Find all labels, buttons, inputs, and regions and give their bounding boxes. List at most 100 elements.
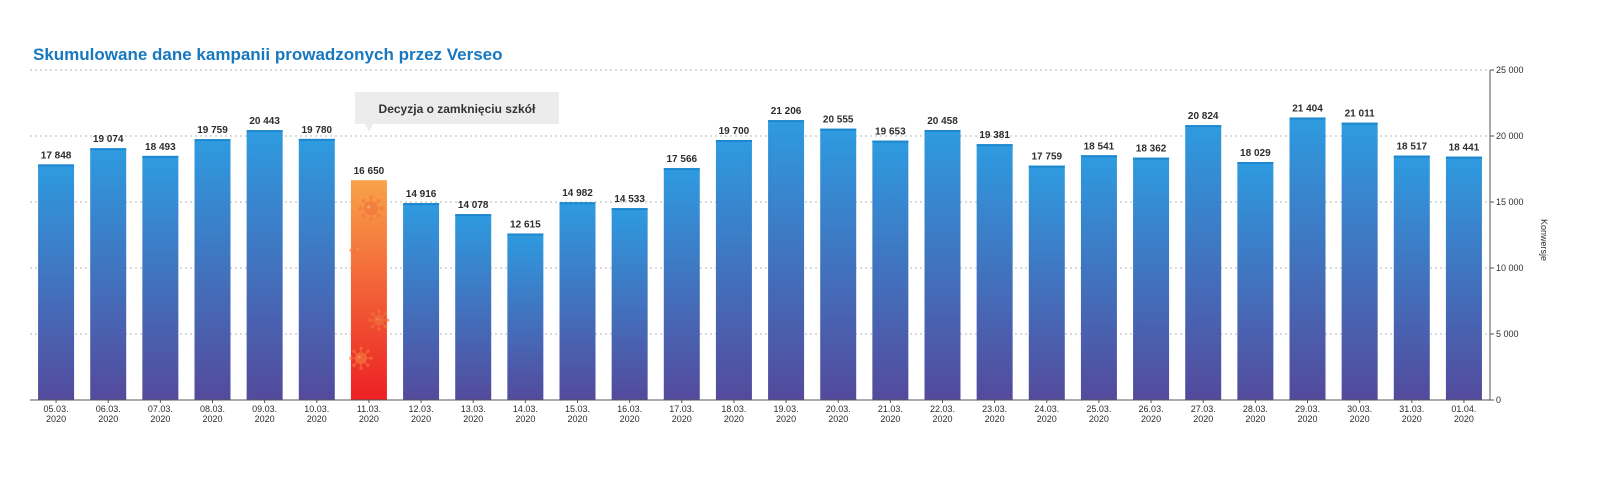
bar: [1237, 162, 1274, 400]
x-tick-label-year: 2020: [98, 414, 118, 424]
y-tick-label: 15 000: [1496, 197, 1524, 207]
x-tick-label-date: 28.03.: [1243, 404, 1268, 414]
x-tick-label-year: 2020: [150, 414, 170, 424]
bar-value-label: 21 404: [1292, 103, 1323, 114]
bar-value-label: 21 206: [771, 106, 802, 117]
bar-value-label: 19 074: [93, 134, 124, 145]
bar-value-label: 18 541: [1084, 141, 1115, 152]
x-tick-label-year: 2020: [515, 414, 535, 424]
x-tick-label-date: 15.03.: [565, 404, 590, 414]
x-tick-label-date: 31.03.: [1399, 404, 1424, 414]
annotation-callout: Decyzja o zamknięciu szkół: [354, 92, 559, 132]
x-tick-label-date: 09.03.: [252, 404, 277, 414]
x-tick-label-date: 24.03.: [1034, 404, 1059, 414]
bar-value-label: 14 533: [614, 194, 645, 205]
x-tick-label-year: 2020: [411, 414, 431, 424]
x-tick-label-year: 2020: [463, 414, 483, 424]
x-tick-label-year: 2020: [724, 414, 744, 424]
x-tick-label-date: 13.03.: [461, 404, 486, 414]
bar-value-label: 20 555: [823, 115, 854, 126]
bar: [1445, 156, 1482, 400]
x-tick-label-date: 16.03.: [617, 404, 642, 414]
bar: [820, 128, 857, 400]
bar: [611, 208, 648, 400]
x-tick-label-year: 2020: [46, 414, 66, 424]
bars: [38, 117, 1482, 401]
x-tick-label-year: 2020: [1037, 414, 1057, 424]
bar: [1393, 155, 1430, 400]
bar: [142, 155, 179, 400]
bar: [298, 138, 335, 401]
x-tick-label-date: 25.03.: [1086, 404, 1111, 414]
x-tick-label-year: 2020: [359, 414, 379, 424]
bar: [872, 140, 909, 401]
x-tick-label-date: 11.03.: [357, 404, 381, 414]
x-tick-label-year: 2020: [1089, 414, 1109, 424]
x-tick-label-date: 29.03.: [1295, 404, 1320, 414]
x-tick-label-date: 19.03.: [774, 404, 799, 414]
bar-value-label: 18 517: [1396, 142, 1427, 153]
x-tick-label-date: 06.03.: [96, 404, 121, 414]
virus-icon: [368, 309, 390, 331]
y-tick-label: 20 000: [1496, 131, 1524, 141]
x-tick-label-year: 2020: [672, 414, 692, 424]
bar: [924, 129, 961, 400]
bar: [715, 139, 752, 400]
x-tick-label-date: 07.03.: [148, 404, 173, 414]
virus-icons: [349, 195, 390, 370]
x-tick-label-year: 2020: [255, 414, 275, 424]
bar-value-label: 14 982: [562, 188, 593, 199]
bar: [38, 164, 75, 400]
x-tick-label-year: 2020: [1402, 414, 1422, 424]
x-tick-label-year: 2020: [932, 414, 952, 424]
bar: [1289, 117, 1326, 401]
annotation-text: Decyzja o zamknięciu szkół: [379, 102, 536, 116]
x-tick-label-year: 2020: [1350, 414, 1370, 424]
annotation-box: [354, 92, 559, 132]
x-tick-label-year: 2020: [1193, 414, 1213, 424]
bar: [976, 144, 1013, 400]
bar-value-label: 19 381: [979, 130, 1010, 141]
value-labels: 17 848 19 074 18 493 19 759 20 443 19 780 16 6…: [41, 103, 1480, 230]
bar: [90, 148, 127, 400]
x-tick-label-date: 23.03.: [982, 404, 1007, 414]
bar-highlighted: [350, 180, 387, 400]
bar-value-label: 16 650: [354, 166, 385, 177]
virus-icon: [349, 346, 373, 370]
bar: [246, 130, 283, 400]
bar-value-label: 19 653: [875, 127, 906, 138]
x-tick-label-date: 21.03.: [878, 404, 903, 414]
bar: [559, 202, 596, 400]
x-tick-label-year: 2020: [985, 414, 1005, 424]
bar-value-label: 19 700: [719, 126, 750, 137]
x-axis-labels: 05.03.202006.03.202007.03.202008.03.2020…: [44, 400, 1476, 424]
x-tick-label-year: 2020: [620, 414, 640, 424]
x-tick-label-date: 14.03.: [513, 404, 538, 414]
bar: [403, 203, 440, 400]
x-tick-label-date: 05.03.: [44, 404, 69, 414]
x-tick-label-date: 12.03.: [409, 404, 434, 414]
bar-value-label: 12 615: [510, 219, 541, 230]
chart-title: Skumulowane dane kampanii prowadzonych p…: [33, 45, 503, 64]
x-tick-label-year: 2020: [880, 414, 900, 424]
x-tick-label-year: 2020: [1245, 414, 1265, 424]
y-tick-label: 10 000: [1496, 263, 1524, 273]
bar-value-label: 18 493: [145, 142, 176, 153]
bar: [663, 168, 700, 400]
x-tick-label-year: 2020: [1297, 414, 1317, 424]
x-tick-label-year: 2020: [202, 414, 222, 424]
bar-value-label: 20 458: [927, 116, 958, 127]
x-tick-label-date: 10.03.: [304, 404, 329, 414]
x-tick-label-year: 2020: [828, 414, 848, 424]
bar-value-label: 20 443: [249, 116, 280, 127]
x-tick-label-year: 2020: [776, 414, 796, 424]
bar-value-label: 20 824: [1188, 111, 1219, 122]
bar: [1080, 155, 1117, 400]
bar-value-label: 18 362: [1136, 144, 1167, 155]
bar-value-label: 14 916: [406, 189, 437, 200]
bar-value-label: 17 759: [1031, 152, 1062, 163]
bar: [1185, 125, 1222, 400]
bar-value-label: 19 780: [301, 125, 332, 136]
bar: [507, 233, 544, 400]
